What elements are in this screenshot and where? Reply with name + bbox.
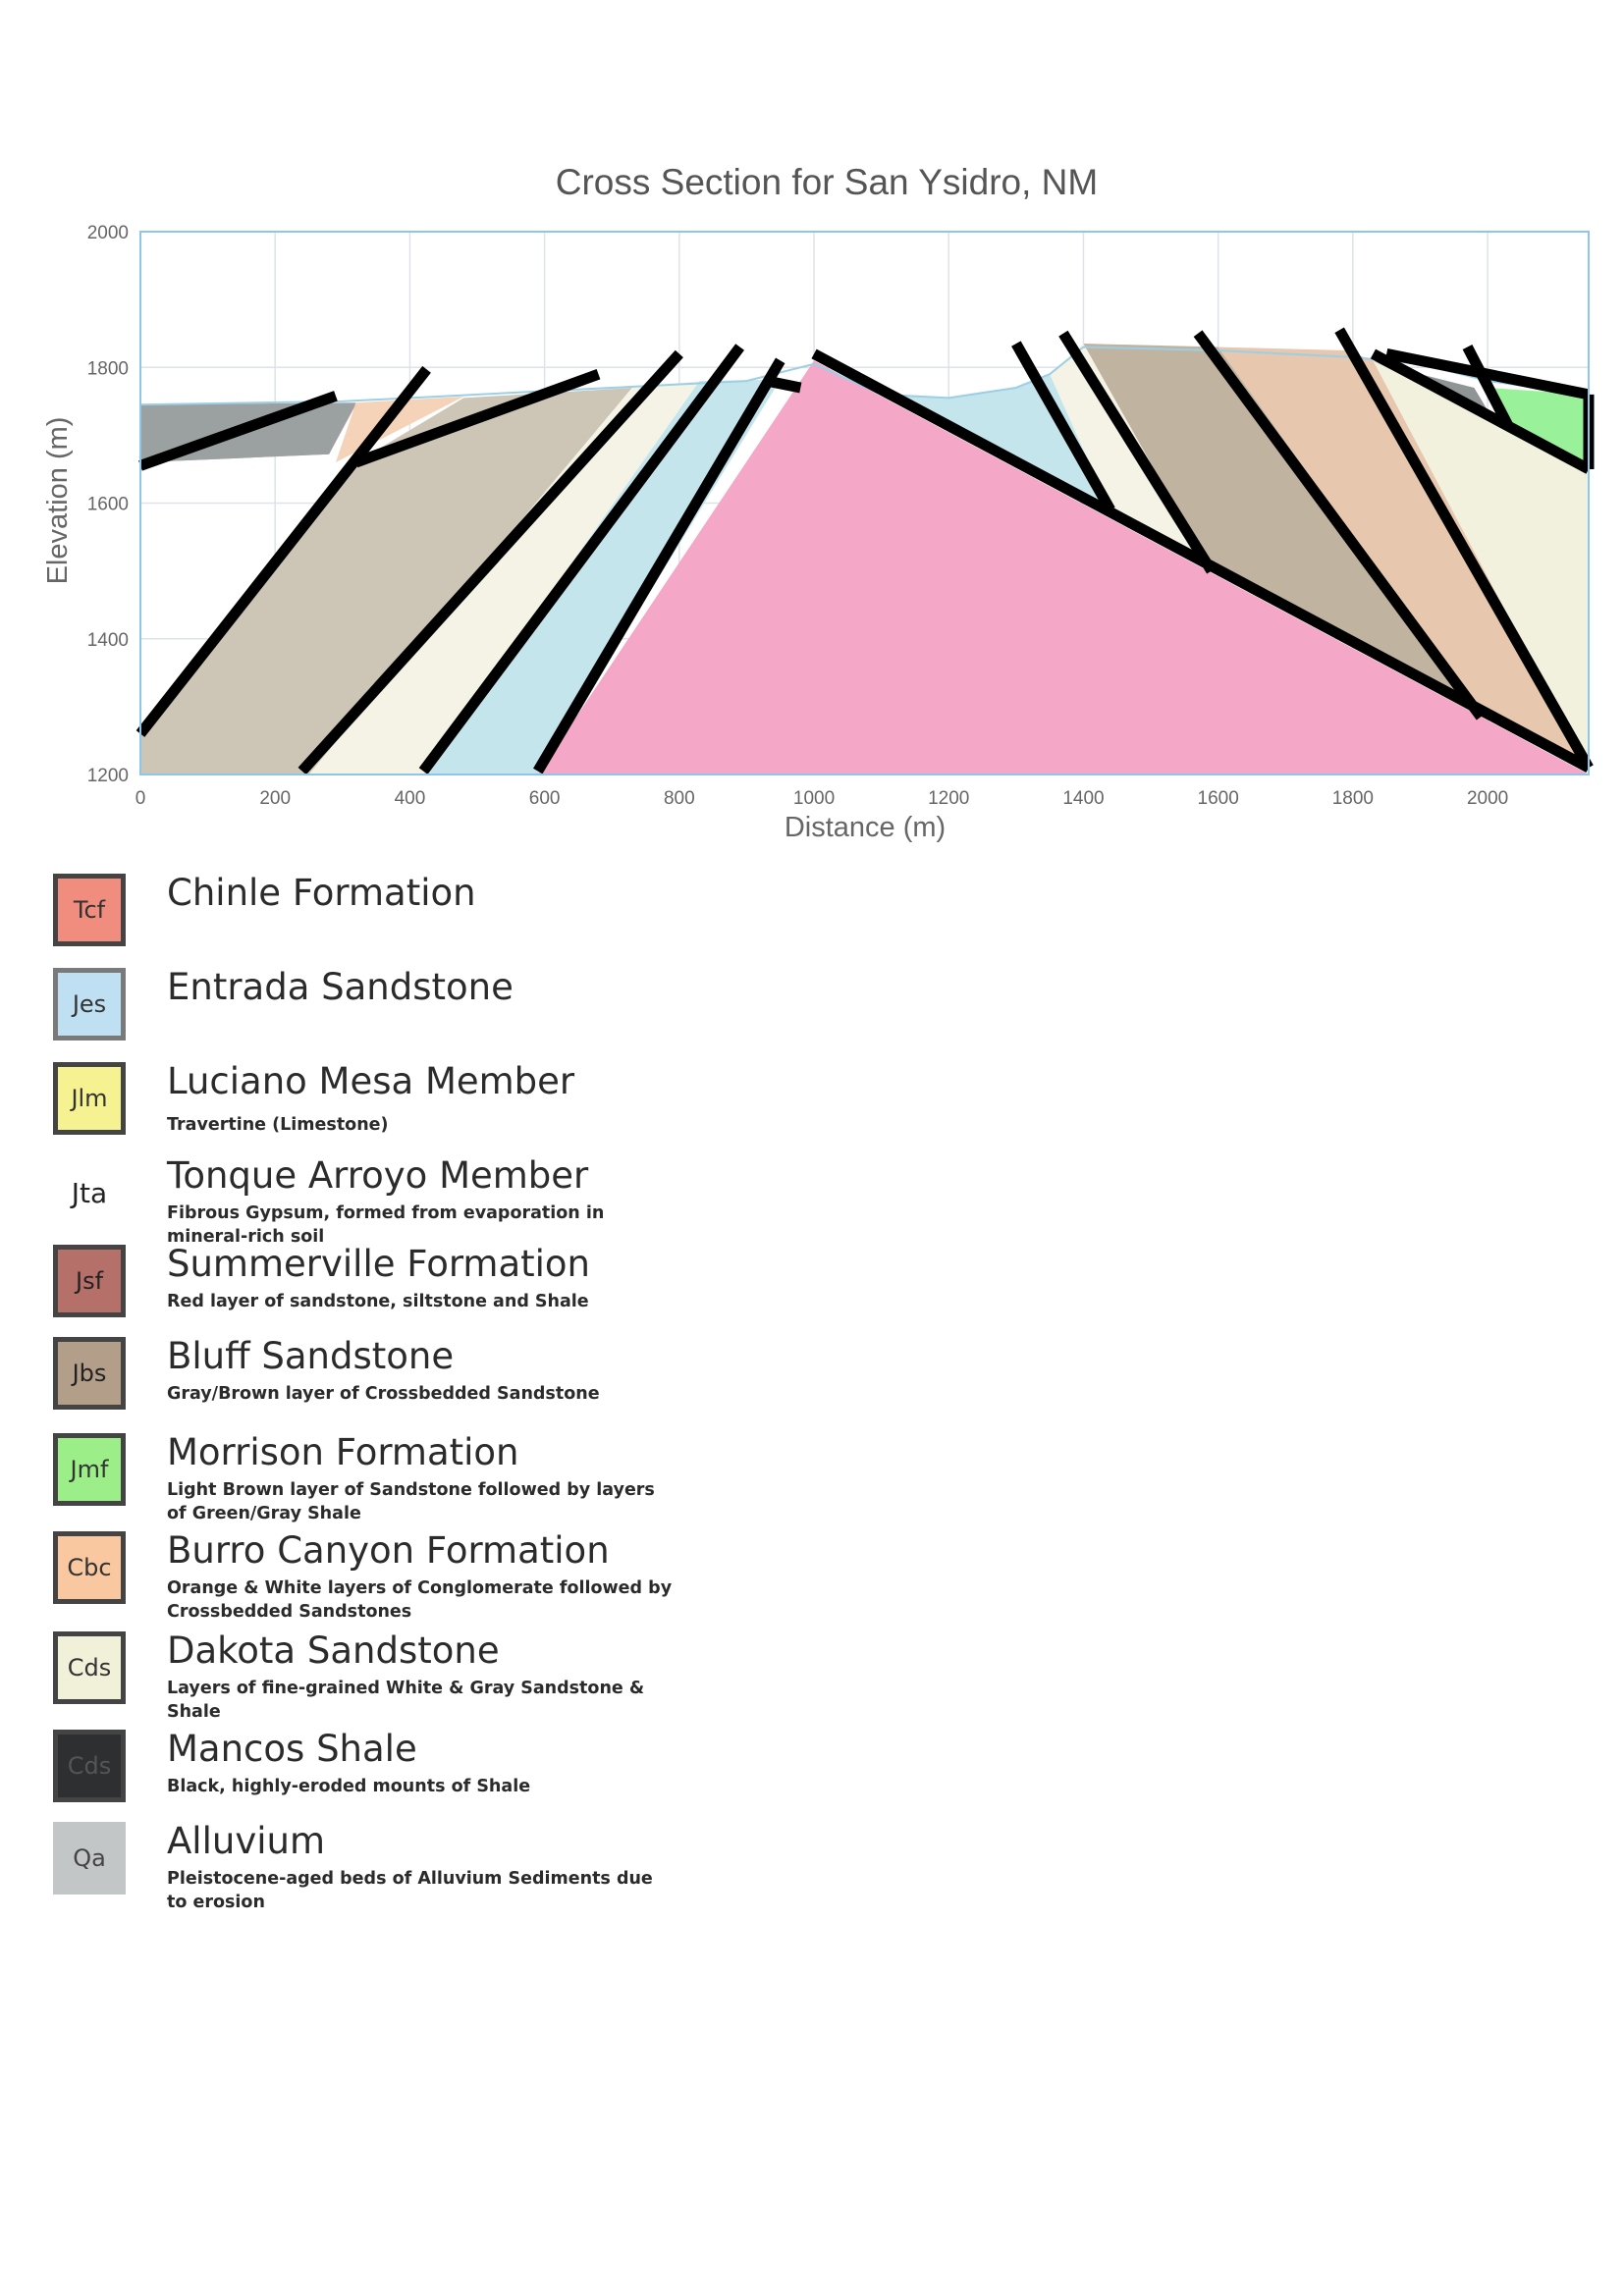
legend-swatch: Jlm	[53, 1062, 126, 1135]
x-tick-label: 0	[135, 788, 146, 809]
legend-item-mancos-shale: Cds Mancos Shale Black, highly-eroded moun…	[53, 1730, 662, 1818]
legend-name: Bluff Sandstone	[167, 1337, 454, 1376]
x-tick-label: 2000	[1467, 788, 1508, 809]
legend-swatch: Jta	[53, 1156, 126, 1229]
x-tick-labels: 0 200 400 600 800 1000 1200 1400 1600 1800 2000	[135, 788, 1509, 809]
legend-name: Mancos Shale	[167, 1730, 417, 1769]
chart-title: Cross Section for San Ysidro, NM	[556, 162, 1098, 202]
y-axis-label: Elevation (m)	[42, 417, 74, 585]
legend-description: Travertine (Limestone)	[167, 1113, 677, 1137]
legend-name: Tonque Arroyo Member	[167, 1156, 588, 1196]
legend-name: Summerville Formation	[167, 1245, 590, 1284]
legend-description: Pleistocene-aged beds of Alluvium Sedime…	[167, 1867, 677, 1914]
x-axis-label: Distance (m)	[785, 812, 946, 843]
legend-name: Entrada Sandstone	[167, 968, 514, 1007]
legend-swatch: Cds	[53, 1631, 126, 1704]
legend-name: Morrison Formation	[167, 1433, 519, 1472]
legend-swatch: Jsf	[53, 1245, 126, 1317]
legend-description: Black, highly-eroded mounts of Shale	[167, 1775, 677, 1798]
x-tick-label: 1200	[928, 788, 969, 809]
x-tick-label: 400	[395, 788, 426, 809]
legend-item-luciano-mesa-member: Jlm Luciano Mesa Member Travertine (Limest…	[53, 1062, 662, 1150]
legend-item-summerville-formation: Jsf Summerville Formation Red layer of san…	[53, 1245, 662, 1333]
legend-swatch: Cds	[53, 1730, 126, 1802]
x-tick-label: 1000	[793, 788, 835, 809]
y-tick-label: 1800	[87, 358, 129, 379]
legend-description: Orange & White layers of Conglomerate fo…	[167, 1576, 677, 1624]
y-tick-label: 2000	[87, 223, 129, 243]
legend-description: Red layer of sandstone, siltstone and Sh…	[167, 1290, 677, 1313]
x-tick-label: 1600	[1198, 788, 1239, 809]
legend-item-tonque-arroyo-member: Jta Tonque Arroyo Member Fibrous Gypsum, f…	[53, 1156, 662, 1245]
legend-item-morrison-formation: Jmf Morrison Formation Light Brown layer o…	[53, 1433, 662, 1522]
legend-name: Dakota Sandstone	[167, 1631, 500, 1671]
x-tick-label: 600	[529, 788, 561, 809]
x-tick-label: 200	[259, 788, 291, 809]
contact-line	[767, 381, 800, 388]
legend-name: Luciano Mesa Member	[167, 1062, 574, 1101]
legend-name: Alluvium	[167, 1822, 325, 1861]
legend-swatch: Jbs	[53, 1337, 126, 1410]
legend-item-dakota-sandstone: Cds Dakota Sandstone Layers of fine-graine…	[53, 1631, 662, 1720]
legend-item-alluvium: Qa Alluvium Pleistocene-aged beds of Alluv…	[53, 1822, 662, 1910]
legend-swatch: Jes	[53, 968, 126, 1041]
legend-description: Layers of fine-grained White & Gray Sand…	[167, 1677, 677, 1724]
x-tick-label: 1400	[1062, 788, 1104, 809]
legend-item-entrada-sandstone: Jes Entrada Sandstone	[53, 968, 662, 1056]
y-tick-label: 1400	[87, 630, 129, 651]
legend-description: Gray/Brown layer of Crossbedded Sandston…	[167, 1382, 677, 1406]
legend-swatch: Cbc	[53, 1531, 126, 1604]
x-tick-label: 1800	[1332, 788, 1374, 809]
y-tick-label: 1200	[87, 766, 129, 786]
y-tick-labels: 1200 1400 1600 1800 2000	[87, 223, 129, 786]
legend-item-burro-canyon-formation: Cbc Burro Canyon Formation Orange & White …	[53, 1531, 662, 1620]
legend-name: Burro Canyon Formation	[167, 1531, 610, 1571]
legend-swatch: Qa	[53, 1822, 126, 1895]
legend-description: Fibrous Gypsum, formed from evaporation …	[167, 1201, 677, 1249]
y-tick-label: 1600	[87, 495, 129, 515]
legend-swatch: Tcf	[53, 874, 126, 946]
x-tick-label: 800	[664, 788, 695, 809]
legend-item-bluff-sandstone: Jbs Bluff Sandstone Gray/Brown layer of Cr…	[53, 1337, 662, 1425]
legend-description: Light Brown layer of Sandstone followed …	[167, 1478, 677, 1525]
legend-item-chinle-formation: Tcf Chinle Formation	[53, 874, 662, 962]
legend-name: Chinle Formation	[167, 874, 476, 913]
legend-swatch: Jmf	[53, 1433, 126, 1506]
